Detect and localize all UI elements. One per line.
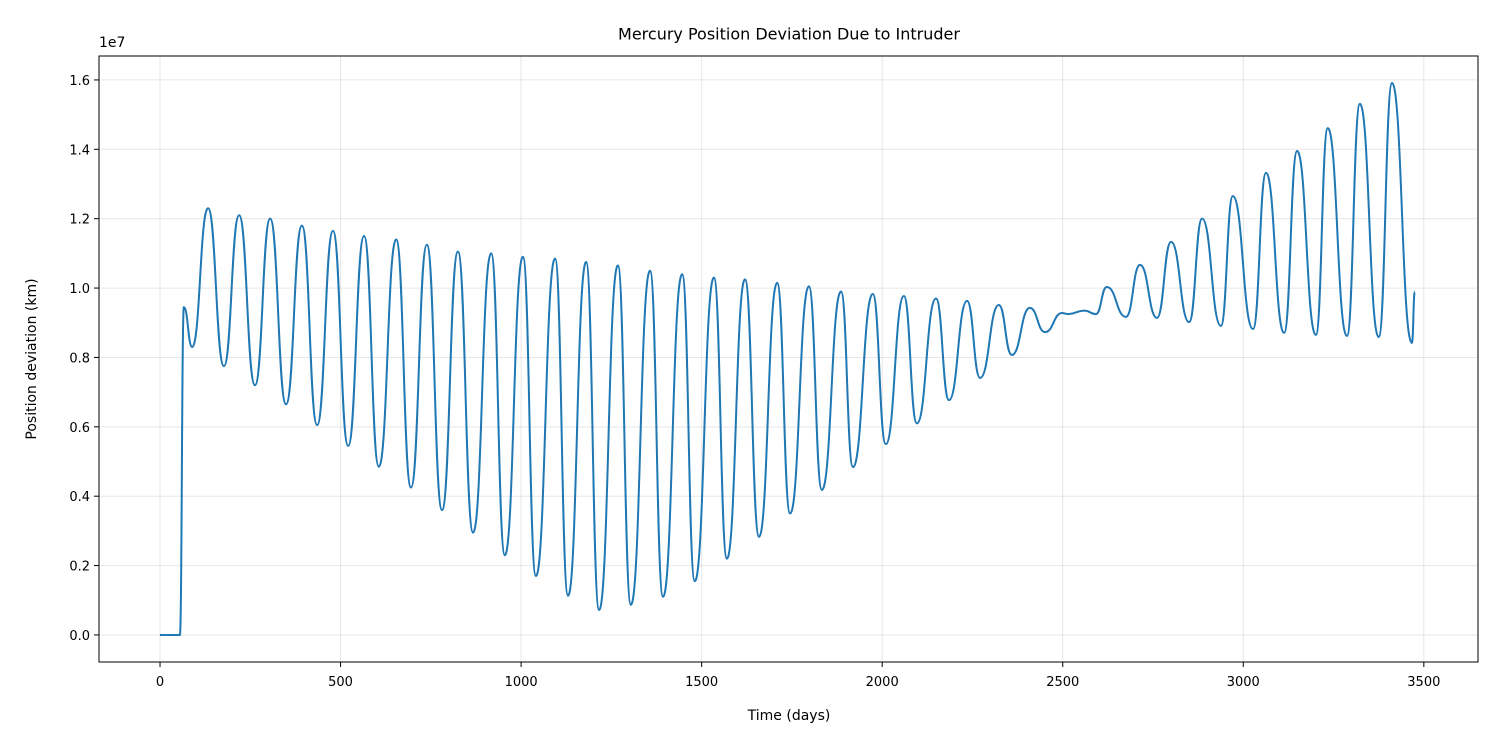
x-tick-label: 0 <box>156 675 164 690</box>
chart-title: Mercury Position Deviation Due to Intrud… <box>618 25 960 44</box>
y-tick-label: 0.6 <box>69 421 90 436</box>
x-tick-label: 3000 <box>1227 675 1260 690</box>
x-tick-label: 2500 <box>1046 675 1079 690</box>
x-tick-label: 1000 <box>505 675 538 690</box>
y-tick-label: 0.4 <box>69 490 90 505</box>
y-tick-label: 1.0 <box>69 282 90 297</box>
y-axis-label: Position deviation (km) <box>24 278 40 439</box>
data-line <box>160 82 1416 636</box>
x-tick-label: 2000 <box>866 675 899 690</box>
y-tick-label: 0.2 <box>69 560 90 575</box>
x-axis-label: Time (days) <box>747 708 831 724</box>
y-tick-label: 1.2 <box>69 213 90 228</box>
x-tick-label: 1500 <box>685 675 718 690</box>
y-tick-label: 1.4 <box>69 143 90 158</box>
y-tick-label: 0.8 <box>69 351 90 366</box>
y-tick-label: 0.0 <box>69 629 90 644</box>
x-tick-label: 3500 <box>1407 675 1440 690</box>
plot-frame <box>98 55 1479 663</box>
y-offset-label: 1e7 <box>99 35 125 51</box>
x-tick-label: 500 <box>328 675 353 690</box>
y-tick-label: 1.6 <box>69 74 90 89</box>
